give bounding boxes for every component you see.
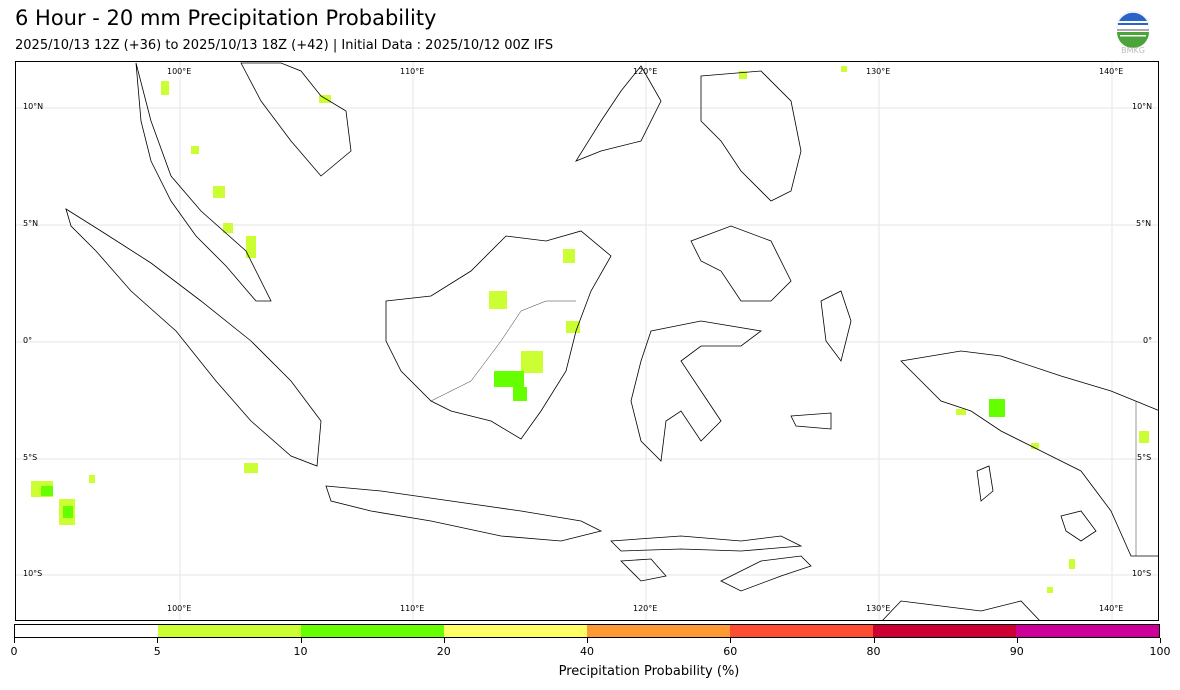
colorbar-tick-label: 80	[866, 645, 881, 658]
colorbar-segment	[301, 625, 444, 637]
lat-label-right: 5°S	[1137, 453, 1152, 462]
colorbar-segment	[730, 625, 873, 637]
lon-label-top: 140°E	[1099, 67, 1124, 76]
colorbar-tick	[1016, 638, 1018, 643]
lon-label-bottom: 130°E	[866, 604, 891, 613]
colorbar-tick	[730, 638, 732, 643]
lat-label-right: 10°N	[1132, 102, 1153, 111]
colorbar-segment	[587, 625, 730, 637]
precipitation-areas	[31, 66, 1149, 593]
svg-text:BMKG: BMKG	[1121, 46, 1145, 55]
lat-label-left: 0°	[23, 336, 33, 345]
colorbar-tick	[157, 638, 159, 643]
colorbar-segment	[158, 625, 301, 637]
precipitation-map	[15, 61, 1159, 621]
lon-label-top: 100°E	[167, 67, 192, 76]
map-canvas	[16, 62, 1158, 620]
colorbar-tick	[1160, 638, 1161, 643]
map-subtitle: 2025/10/13 12Z (+36) to 2025/10/13 18Z (…	[15, 38, 554, 53]
colorbar-tick-label: 5	[153, 645, 161, 658]
lon-label-top: 130°E	[866, 67, 891, 76]
lon-label-top: 120°E	[633, 67, 658, 76]
colorbar-segment	[873, 625, 1016, 637]
lat-label-left: 5°S	[23, 453, 38, 462]
colorbar-tick-label: 60	[723, 645, 738, 658]
colorbar-tick	[14, 638, 15, 643]
colorbar-tick-label: 40	[580, 645, 594, 658]
colorbar-segment	[444, 625, 587, 637]
lat-label-left: 5°N	[23, 219, 39, 228]
colorbar-tick-label: 0	[10, 645, 18, 658]
lat-label-left: 10°N	[23, 102, 44, 111]
lat-label-left: 10°S	[23, 569, 43, 578]
colorbar-tick	[587, 638, 588, 643]
colorbar-tick-label: 20	[436, 645, 451, 658]
colorbar	[14, 624, 1160, 638]
coastlines	[65, 62, 1158, 620]
lat-label-right: 10°S	[1132, 569, 1152, 578]
map-title: 6 Hour - 20 mm Precipitation Probability	[15, 6, 437, 30]
colorbar-tick-label: 90	[1009, 645, 1024, 658]
colorbar-label: Precipitation Probability (%)	[558, 664, 740, 679]
colorbar-tick	[873, 638, 875, 643]
colorbar-tick-label: 100	[1149, 645, 1171, 658]
colorbar-tick-label: 10	[293, 645, 308, 658]
lon-label-bottom: 100°E	[167, 604, 192, 613]
lon-label-top: 110°E	[400, 67, 425, 76]
bmkg-logo: BMKG	[1116, 11, 1150, 55]
colorbar-tick	[443, 638, 445, 643]
borders	[430, 300, 1137, 556]
colorbar-segment	[15, 625, 158, 637]
lat-label-right: 0°	[1143, 336, 1153, 345]
gridlines	[16, 62, 1158, 620]
lat-label-right: 5°N	[1136, 219, 1152, 228]
colorbar-segment	[1016, 625, 1159, 637]
lon-label-bottom: 110°E	[400, 604, 425, 613]
lon-label-bottom: 140°E	[1099, 604, 1124, 613]
lon-label-bottom: 120°E	[633, 604, 658, 613]
colorbar-tick	[300, 638, 302, 643]
